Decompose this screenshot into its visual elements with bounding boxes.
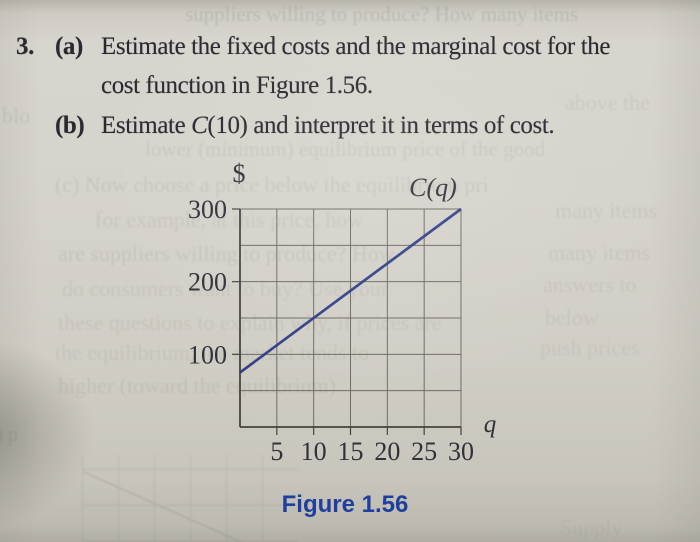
ghost-chart-grid	[82, 455, 299, 542]
curve-label: C(q)	[409, 173, 457, 202]
ghost-text: (c) Now choose a price below the equilib…	[55, 172, 489, 197]
ghost-text: for example, at this price, how	[95, 207, 364, 232]
ghost-text: many items	[548, 240, 651, 265]
ghost-text: these questions to explain why, if price…	[58, 310, 442, 335]
part-b-label: (b)	[55, 112, 85, 139]
x-tick-label: 15	[338, 437, 364, 466]
ghost-text: blo	[2, 103, 31, 128]
ghost-text: below	[545, 305, 599, 330]
part-a-text-line1: Estimate the fixed costs and the margina…	[101, 33, 611, 60]
x-tick-label: 30	[448, 437, 474, 466]
ghost-text: above the	[565, 90, 650, 115]
y-tick-label: 200	[188, 268, 227, 297]
part-a-text-line2: cost function in Figure 1.56.	[101, 72, 373, 99]
ghost-text: answers to	[543, 272, 637, 297]
ghost-text: push prices	[540, 335, 640, 360]
x-axis-label: q	[484, 411, 497, 438]
ghost-text: Supply	[560, 515, 623, 540]
part-b-text: Estimate C(10) and interpret it in terms…	[101, 112, 555, 140]
y-axis-label: $	[233, 159, 246, 188]
figure-caption: Figure 1.56	[281, 491, 409, 518]
part-b-text-post: (10) and interpret it in terms of cost.	[207, 112, 555, 139]
x-tick-label: 20	[374, 437, 400, 466]
x-tick-label: 5	[270, 437, 283, 466]
ghost-text: suppliers willing to produce? How many i…	[185, 2, 579, 26]
x-tick-label: 10	[301, 437, 327, 466]
part-b-text-pre: Estimate	[101, 112, 192, 139]
ghost-text: many items	[555, 198, 658, 223]
y-tick-label: 100	[188, 340, 227, 369]
y-tick-label: 300	[188, 195, 227, 224]
ghost-text: do consumers want to buy? Use your	[62, 276, 389, 301]
ghost-text: the equilibrium, the market tends to	[55, 340, 370, 365]
part-b-variable: C	[191, 112, 208, 139]
x-tick-label: 25	[411, 437, 437, 466]
cost-line	[239, 207, 462, 374]
part-a-label: (a)	[55, 33, 83, 60]
ghost-text: lower (minimum) equilibrium price of the…	[145, 137, 546, 161]
problem-number: 3.	[16, 33, 34, 60]
ghost-text: higher (toward the equilibrium).	[58, 373, 342, 398]
